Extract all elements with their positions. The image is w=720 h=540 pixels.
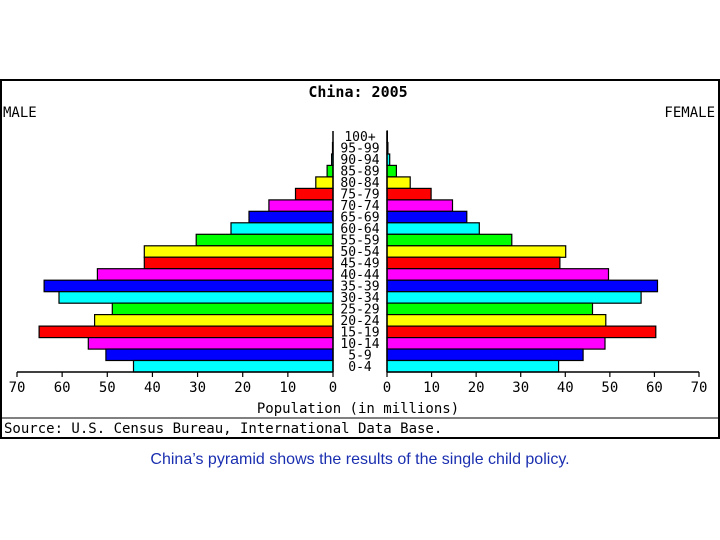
- female-bar-35-39: [386, 279, 659, 293]
- female-bar-40-44: [386, 268, 610, 281]
- age-label-85-89: 85-89: [340, 165, 379, 180]
- male-bar-5-9: [105, 348, 334, 362]
- female-bar-70-74: [386, 199, 454, 212]
- chart-frame: [0, 79, 720, 439]
- male-tick-label-30: 30: [189, 380, 206, 396]
- age-label-0-4: 0-4: [348, 360, 372, 375]
- age-label-95-99: 95-99: [340, 142, 379, 157]
- male-bar-70-74: [268, 199, 334, 212]
- male-tick-label-50: 50: [99, 380, 116, 396]
- male-side-label: MALE: [3, 105, 37, 121]
- male-bar-40-44: [96, 268, 334, 281]
- male-tick-label-10: 10: [279, 380, 296, 396]
- age-label-30-34: 30-34: [340, 291, 379, 306]
- female-tick-label-70: 70: [691, 380, 708, 396]
- female-tick-label-30: 30: [512, 380, 529, 396]
- male-tick-label-60: 60: [54, 380, 71, 396]
- age-label-20-24: 20-24: [340, 314, 379, 329]
- age-label-60-64: 60-64: [340, 222, 379, 237]
- age-label-70-74: 70-74: [340, 199, 379, 214]
- age-label-50-54: 50-54: [340, 245, 379, 260]
- male-bars: [38, 131, 334, 373]
- age-label-5-9: 5-9: [348, 348, 371, 363]
- age-label-55-59: 55-59: [340, 234, 379, 249]
- male-bar-65-69: [248, 210, 334, 224]
- female-bar-80-84: [386, 176, 411, 189]
- male-bar-75-79: [294, 187, 334, 201]
- female-tick-label-10: 10: [423, 380, 440, 396]
- male-bar-30-34: [58, 291, 334, 304]
- female-tick-label-0: 0: [383, 380, 391, 396]
- male-tick-label-40: 40: [144, 380, 161, 396]
- age-label-40-44: 40-44: [340, 268, 379, 283]
- male-tick-label-70: 70: [9, 380, 26, 396]
- male-tick-label-0: 0: [329, 380, 337, 396]
- female-bar-65-69: [386, 210, 468, 224]
- age-label-35-39: 35-39: [340, 279, 379, 294]
- male-axis: 70 60 50 40 30 20 10 0: [9, 371, 337, 396]
- male-bar-60-64: [230, 222, 334, 235]
- slide-caption: China’s pyramid shows the results of the…: [150, 451, 570, 468]
- male-bar-80-84: [315, 176, 334, 189]
- female-axis: 70 60 50 40 30 20 10 0: [383, 371, 708, 396]
- age-label-10-14: 10-14: [340, 337, 379, 352]
- chart-title: China: 2005: [308, 83, 407, 101]
- male-bar-25-29: [111, 302, 334, 316]
- female-bar-10-14: [386, 337, 606, 350]
- age-group-labels: 100+95-9990-9485-8980-8475-7970-7465-696…: [340, 130, 379, 375]
- female-bar-0-4: [386, 359, 560, 373]
- male-bar-10-14: [87, 337, 334, 350]
- female-bar-45-49: [386, 256, 561, 270]
- age-label-45-49: 45-49: [340, 257, 379, 272]
- age-label-65-69: 65-69: [340, 211, 379, 226]
- female-bar-60-64: [386, 222, 480, 235]
- male-bar-35-39: [43, 279, 334, 293]
- female-bar-55-59: [386, 233, 513, 247]
- male-bar-45-49: [143, 256, 334, 270]
- age-label-75-79: 75-79: [340, 188, 379, 203]
- female-bar-30-34: [386, 291, 642, 304]
- female-bar-50-54: [386, 245, 567, 258]
- age-label-80-84: 80-84: [340, 176, 379, 191]
- male-bar-0-4: [132, 359, 334, 373]
- male-bar-55-59: [195, 233, 334, 247]
- age-label-90-94: 90-94: [340, 153, 379, 168]
- source-note: Source: U.S. Census Bureau, Internationa…: [4, 421, 442, 437]
- female-bars: [386, 130, 659, 373]
- male-bar-50-54: [143, 245, 334, 258]
- female-bar-25-29: [386, 302, 594, 316]
- female-bar-75-79: [386, 187, 432, 201]
- female-tick-label-20: 20: [468, 380, 485, 396]
- female-bar-20-24: [386, 314, 607, 327]
- female-bar-85-89: [386, 164, 397, 178]
- age-label-15-19: 15-19: [340, 325, 379, 340]
- female-bar-15-19: [386, 325, 657, 339]
- male-bar-85-89: [326, 164, 334, 178]
- female-bar-5-9: [386, 348, 584, 362]
- female-tick-label-40: 40: [557, 380, 574, 396]
- female-side-label: FEMALE: [664, 105, 715, 121]
- male-bar-20-24: [93, 314, 334, 327]
- female-tick-label-50: 50: [601, 380, 618, 396]
- age-label-100+: 100+: [344, 130, 375, 145]
- age-label-25-29: 25-29: [340, 302, 379, 317]
- female-tick-label-60: 60: [646, 380, 663, 396]
- x-axis-label: Population (in millions): [257, 401, 459, 417]
- male-tick-label-20: 20: [234, 380, 251, 396]
- male-bar-15-19: [38, 325, 334, 339]
